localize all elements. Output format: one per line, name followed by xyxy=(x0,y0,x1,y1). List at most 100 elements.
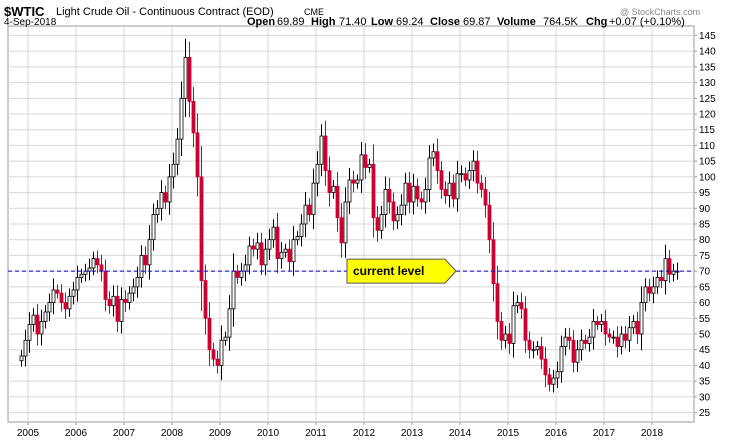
y-tick-label: 135 xyxy=(699,62,716,73)
y-tick-label: 125 xyxy=(699,94,716,105)
candle-body xyxy=(599,321,604,325)
candle-body xyxy=(255,242,260,250)
candle-body xyxy=(143,255,148,266)
candle-body xyxy=(275,226,280,259)
y-tick-label: 80 xyxy=(699,235,711,246)
candle-body xyxy=(379,214,384,231)
current-level-label: current level xyxy=(353,264,424,278)
candle-body xyxy=(443,189,448,197)
y-tick-label: 110 xyxy=(699,141,715,152)
candle-body xyxy=(119,299,124,322)
candle-body xyxy=(279,251,284,259)
candle-body xyxy=(495,283,500,322)
candle-body xyxy=(287,248,292,263)
y-tick-label: 55 xyxy=(699,314,711,325)
candle-body xyxy=(351,179,356,184)
candle-body xyxy=(191,101,196,134)
candle-body xyxy=(631,321,636,329)
candle-body xyxy=(155,207,160,215)
exchange: CME xyxy=(304,7,324,17)
candle-body xyxy=(95,258,100,266)
candle-body xyxy=(163,192,168,203)
candle-body xyxy=(399,204,404,215)
candle-body xyxy=(403,182,408,206)
candle-body xyxy=(159,192,164,209)
x-tick-label: 2013 xyxy=(401,428,424,439)
candle-body xyxy=(251,245,256,250)
candle-body xyxy=(75,277,80,291)
y-tick-label: 25 xyxy=(699,408,711,419)
open-value: 69.89 xyxy=(277,16,305,28)
candle-body xyxy=(171,163,176,178)
volume-label: Volume xyxy=(497,16,536,28)
candle-body xyxy=(107,299,112,307)
candle-body xyxy=(607,333,612,338)
candle-body xyxy=(55,289,60,294)
candle-body xyxy=(299,223,304,237)
high-label: High xyxy=(311,16,336,28)
candle-body xyxy=(47,302,52,313)
y-tick-label: 65 xyxy=(699,282,711,293)
close-value: 69.87 xyxy=(463,16,491,28)
candle-body xyxy=(135,277,140,288)
y-tick-label: 90 xyxy=(699,204,711,215)
candle-body xyxy=(663,258,668,281)
y-tick-label: 100 xyxy=(699,172,716,183)
candle-body xyxy=(551,377,556,385)
candle-body xyxy=(611,336,616,339)
candle-body xyxy=(131,286,136,294)
candle-body xyxy=(375,217,380,231)
y-tick-label: 140 xyxy=(699,47,716,58)
candle-body xyxy=(591,321,596,338)
candle-body xyxy=(667,258,672,275)
candle-body xyxy=(183,57,188,99)
candle-body xyxy=(247,245,252,266)
candle-body xyxy=(311,182,316,215)
candle-body xyxy=(359,154,364,181)
candle-body xyxy=(571,339,576,363)
x-tick-label: 2018 xyxy=(641,428,664,439)
candle-body xyxy=(555,371,560,379)
y-tick-label: 105 xyxy=(699,157,716,168)
candle-body xyxy=(527,339,532,351)
candle-body xyxy=(431,151,436,159)
candle-body xyxy=(391,201,396,222)
candle-body xyxy=(99,264,104,272)
candle-body xyxy=(291,239,296,263)
candle-body xyxy=(575,349,580,363)
candle-body xyxy=(215,358,220,366)
candle-body xyxy=(103,270,108,300)
candle-body xyxy=(623,333,628,341)
candle-body xyxy=(303,204,308,225)
candle-body xyxy=(139,255,144,278)
candle-body xyxy=(259,242,264,266)
candle-body xyxy=(35,314,40,335)
y-tick-label: 45 xyxy=(699,345,711,356)
y-tick-label: 95 xyxy=(699,188,711,199)
candle-body xyxy=(203,280,208,319)
candle-body xyxy=(59,292,64,303)
candle-body xyxy=(419,198,424,203)
candle-body xyxy=(455,173,460,200)
low-value: 69.24 xyxy=(396,16,424,28)
candle-body xyxy=(655,277,660,288)
watermark: @ StockCharts.com xyxy=(620,7,700,17)
y-tick-label: 115 xyxy=(699,125,715,136)
candle-body xyxy=(175,138,180,165)
candle-body xyxy=(619,333,624,347)
candle-body xyxy=(71,289,76,297)
candle-body xyxy=(659,277,664,281)
high-value: 71.40 xyxy=(339,16,367,28)
candle-body xyxy=(615,336,620,347)
candle-body xyxy=(567,336,572,341)
candle-body xyxy=(519,302,524,310)
candle-body xyxy=(423,189,428,203)
candle-body xyxy=(347,179,352,203)
candle-body xyxy=(219,339,224,366)
x-tick-label: 2008 xyxy=(161,428,184,439)
candle-body xyxy=(87,267,92,272)
candle-body xyxy=(227,308,232,338)
x-tick-label: 2015 xyxy=(497,428,520,439)
candle-body xyxy=(51,289,56,303)
